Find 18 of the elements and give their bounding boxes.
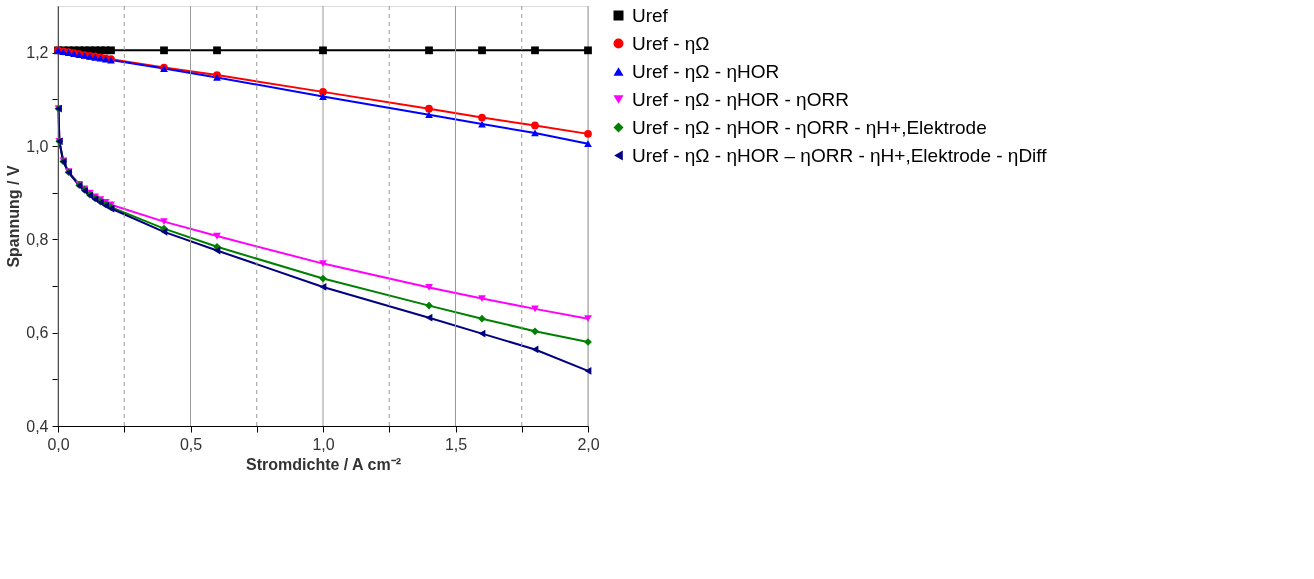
x-tick-label: 0,0 [47,435,70,453]
x-tick-label: 2,0 [577,435,600,453]
x-tick-label: 0,5 [179,435,203,453]
legend-label: Uref - ηΩ - ηHOR - ηORR - ηH+,Elektrode [632,116,987,138]
legend-label: Uref - ηΩ - ηHOR - ηORR [632,88,849,110]
legend-label: Uref [632,4,669,26]
x-tick-label: 1,5 [444,435,468,453]
y-tick-label: 0,8 [26,230,49,248]
legend-label: Uref - ηΩ - ηHOR [632,60,780,82]
legend-label: Uref - ηΩ [632,32,710,54]
y-tick-label: 1,2 [26,44,49,62]
y-tick-label: 0,6 [26,324,49,342]
y-tick-label: 1,0 [26,137,49,155]
x-tick-label: 1,0 [312,435,335,453]
legend-label: Uref - ηΩ - ηHOR – ηORR - ηH+,Elektrode - ηDiff [632,144,1048,166]
y-tick-label: 0,4 [26,417,49,435]
x-axis-title: Stromdichte / A cm⁻² [246,455,401,473]
y-axis-title: Spannung / V [5,165,23,268]
